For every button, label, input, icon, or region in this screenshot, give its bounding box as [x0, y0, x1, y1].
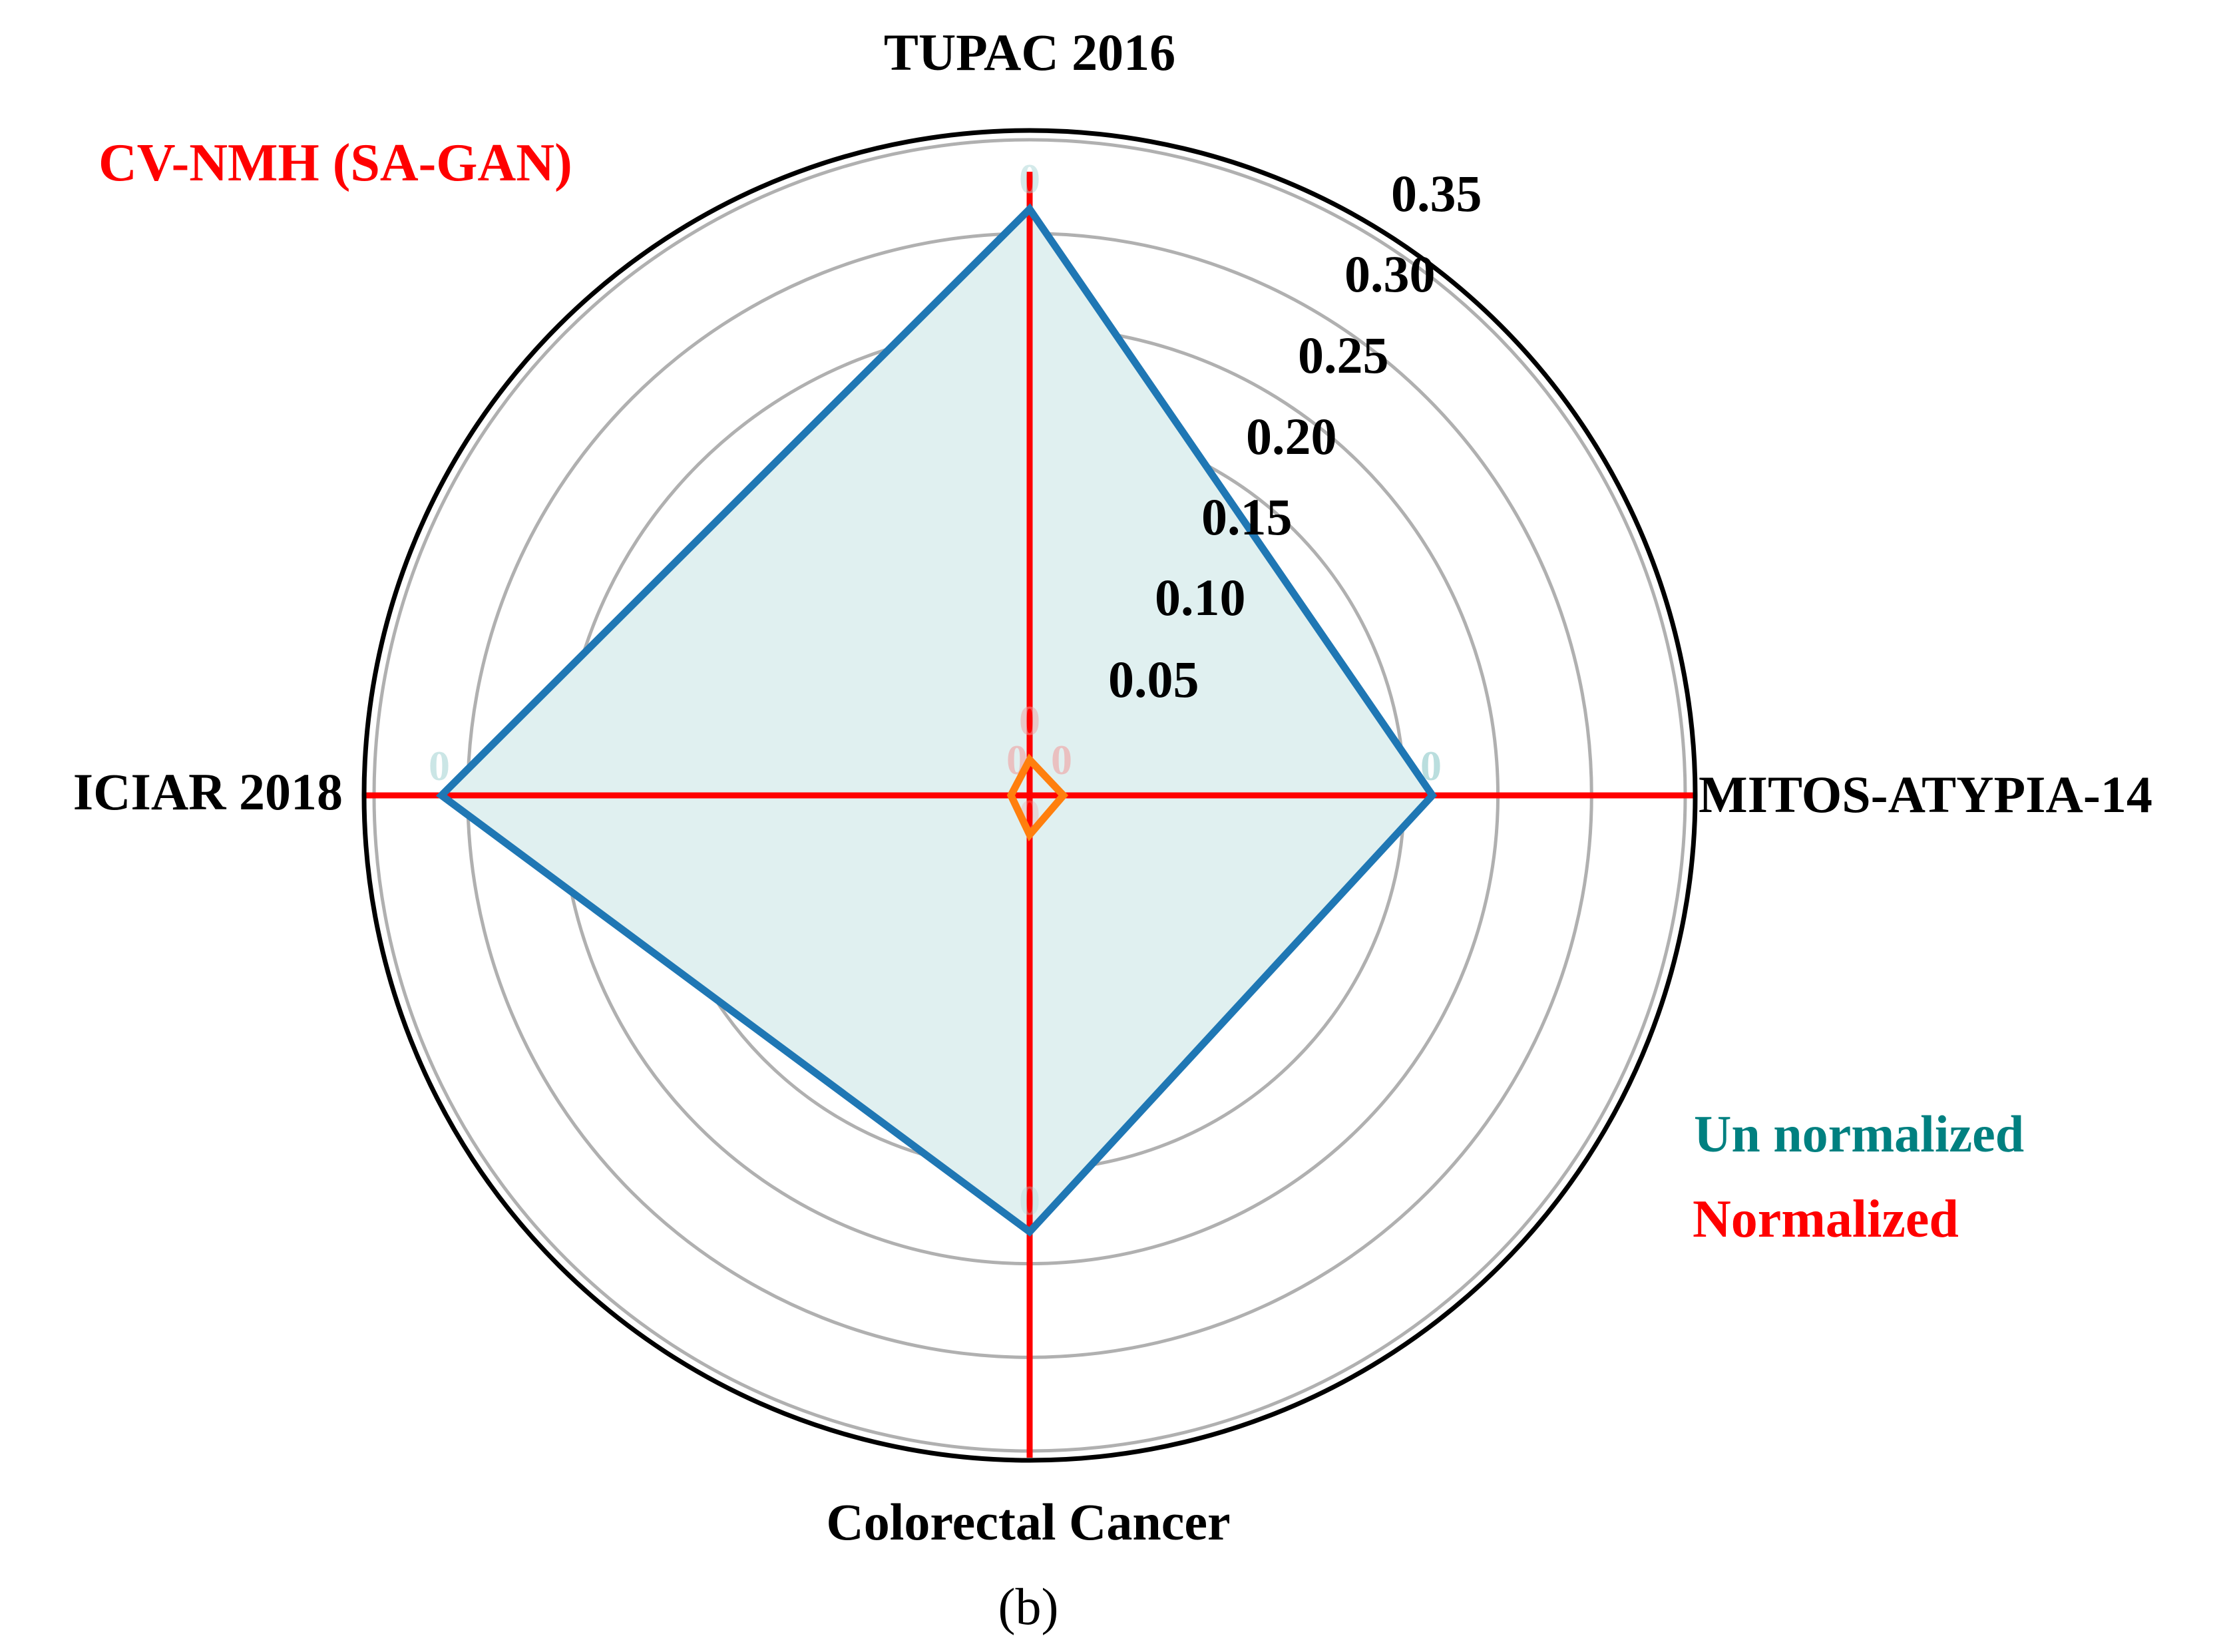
radial-tick-label: 0.30: [1344, 245, 1436, 303]
radial-tick-label: 0.25: [1298, 326, 1389, 384]
radial-tick-label: 0.05: [1108, 650, 1199, 708]
series-label: CV-NMH (SA-GAN): [99, 134, 572, 192]
axis-label-iciar: ICIAR 2018: [73, 763, 343, 821]
figure-caption: (b): [998, 1577, 1059, 1635]
radial-tick-label: 0.15: [1201, 488, 1293, 546]
axis-spokes: [365, 172, 1694, 1458]
legend-unnormalized: Un normalized: [1694, 1105, 2024, 1163]
unnormalized-line: [435, 203, 1438, 1237]
outer-circle: [361, 128, 1698, 1463]
point-label: 0: [1019, 155, 1040, 202]
radial-tick-label: 0.20: [1246, 407, 1337, 465]
point-label: 0: [429, 742, 450, 789]
radial-tick-label: 0.35: [1391, 164, 1482, 222]
point-label: 0: [1019, 1177, 1040, 1224]
normalized-line: [1006, 753, 1069, 842]
radial-tick-labels: 0.05 0.10 0.15 0.20 0.25 0.30 0.35: [1108, 164, 1482, 708]
axis-label-mitos: MITOS-ATYPIA-14: [1699, 765, 2152, 823]
point-label: 0: [1051, 736, 1072, 783]
unnormalized-area: [441, 209, 1433, 1232]
axis-label-colorectal: Colorectal Cancer: [826, 1493, 1230, 1551]
radial-tick-label: 0.10: [1155, 568, 1246, 626]
point-label: 0: [1019, 697, 1040, 744]
legend-normalized: Normalized: [1693, 1190, 1959, 1249]
axis-label-tupac: TUPAC 2016: [884, 23, 1175, 81]
